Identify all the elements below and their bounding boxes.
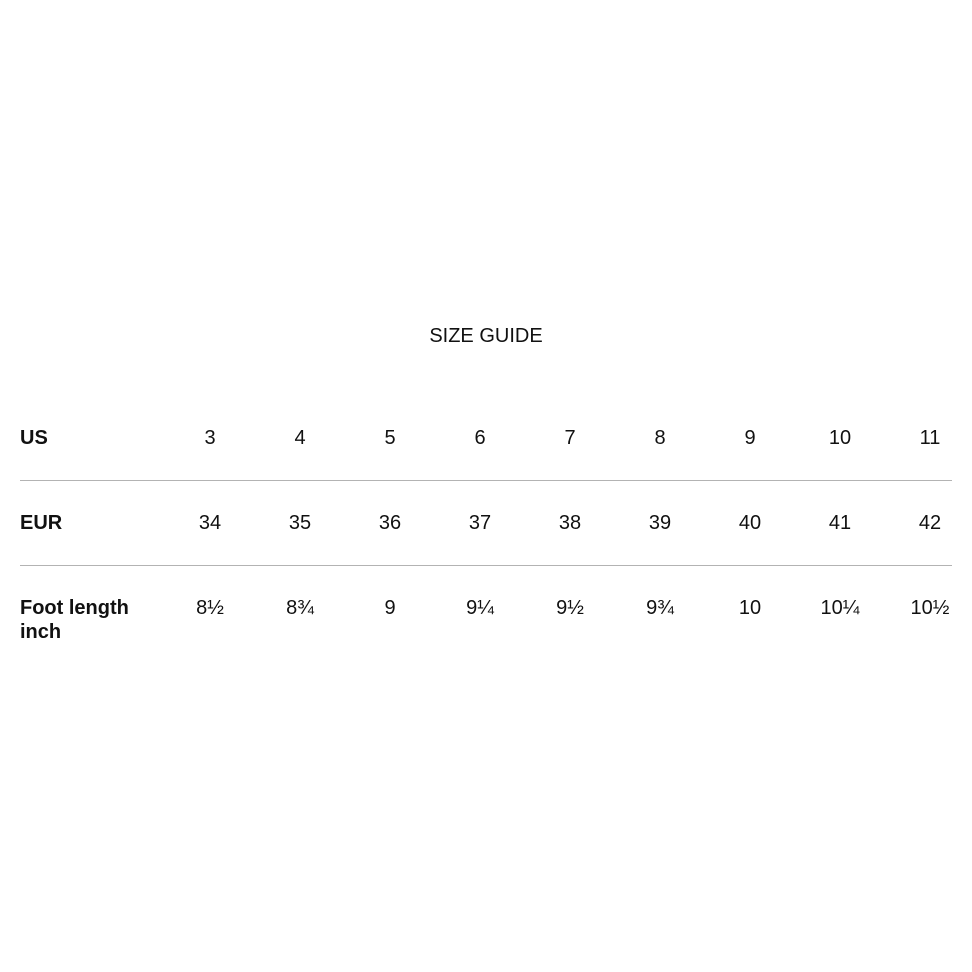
table-row-eur: EUR 34 35 36 37 38 39 40 41 42 [20, 481, 952, 566]
eur-size-value: 41 [828, 512, 852, 534]
size-guide-table: US 3 4 5 6 7 8 9 10 11 EUR 34 35 36 37 3… [20, 396, 952, 674]
us-size-value: 6 [474, 427, 486, 449]
eur-size-value: 36 [378, 512, 402, 534]
eur-size-value: 40 [738, 512, 762, 534]
foot-length-value: 9¾ [646, 597, 674, 619]
foot-length-value: 9¼ [466, 597, 494, 619]
us-size-value: 10 [828, 427, 852, 449]
size-guide-title: SIZE GUIDE [429, 325, 543, 347]
us-size-value: 7 [564, 427, 576, 449]
us-size-value: 3 [204, 427, 216, 449]
eur-size-value: 34 [198, 512, 222, 534]
eur-size-value: 35 [288, 512, 312, 534]
us-size-value: 11 [919, 427, 941, 449]
foot-length-value: 8¾ [286, 597, 314, 619]
eur-size-value: 42 [918, 512, 942, 534]
foot-length-value: 8½ [196, 597, 224, 619]
eur-size-value: 39 [648, 512, 672, 534]
row-label-eur: EUR [20, 512, 63, 534]
foot-length-value: 10 [738, 597, 762, 619]
eur-size-value: 38 [558, 512, 582, 534]
row-label-foot-length: Foot length inch [20, 597, 129, 643]
us-size-value: 4 [294, 427, 306, 449]
table-row-foot-length: Foot length inch 8½ 8¾ 9 9¼ 9½ 9¾ 10 10¼… [20, 566, 952, 674]
foot-length-value: 9½ [556, 597, 584, 619]
row-label-us: US [20, 427, 48, 449]
eur-size-value: 37 [468, 512, 492, 534]
foot-length-value: 10½ [910, 597, 950, 619]
foot-length-value: 9 [384, 597, 396, 619]
us-size-value: 5 [384, 427, 396, 449]
us-size-value: 8 [654, 427, 666, 449]
foot-length-value: 10¼ [820, 597, 860, 619]
table-row-us: US 3 4 5 6 7 8 9 10 11 [20, 396, 952, 481]
us-size-value: 9 [744, 427, 756, 449]
